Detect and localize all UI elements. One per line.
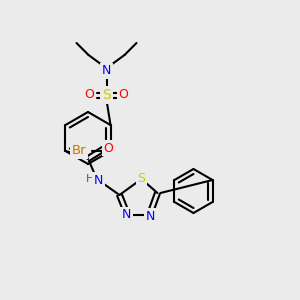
Text: N: N	[122, 208, 131, 221]
Text: O: O	[118, 88, 128, 101]
Text: S: S	[137, 172, 146, 185]
Text: N: N	[146, 209, 155, 223]
Text: N: N	[102, 64, 111, 77]
Text: H: H	[86, 174, 95, 184]
Text: O: O	[103, 142, 113, 154]
Text: N: N	[94, 175, 103, 188]
Text: Br: Br	[72, 145, 86, 158]
Text: O: O	[85, 88, 94, 101]
Text: S: S	[102, 88, 111, 102]
